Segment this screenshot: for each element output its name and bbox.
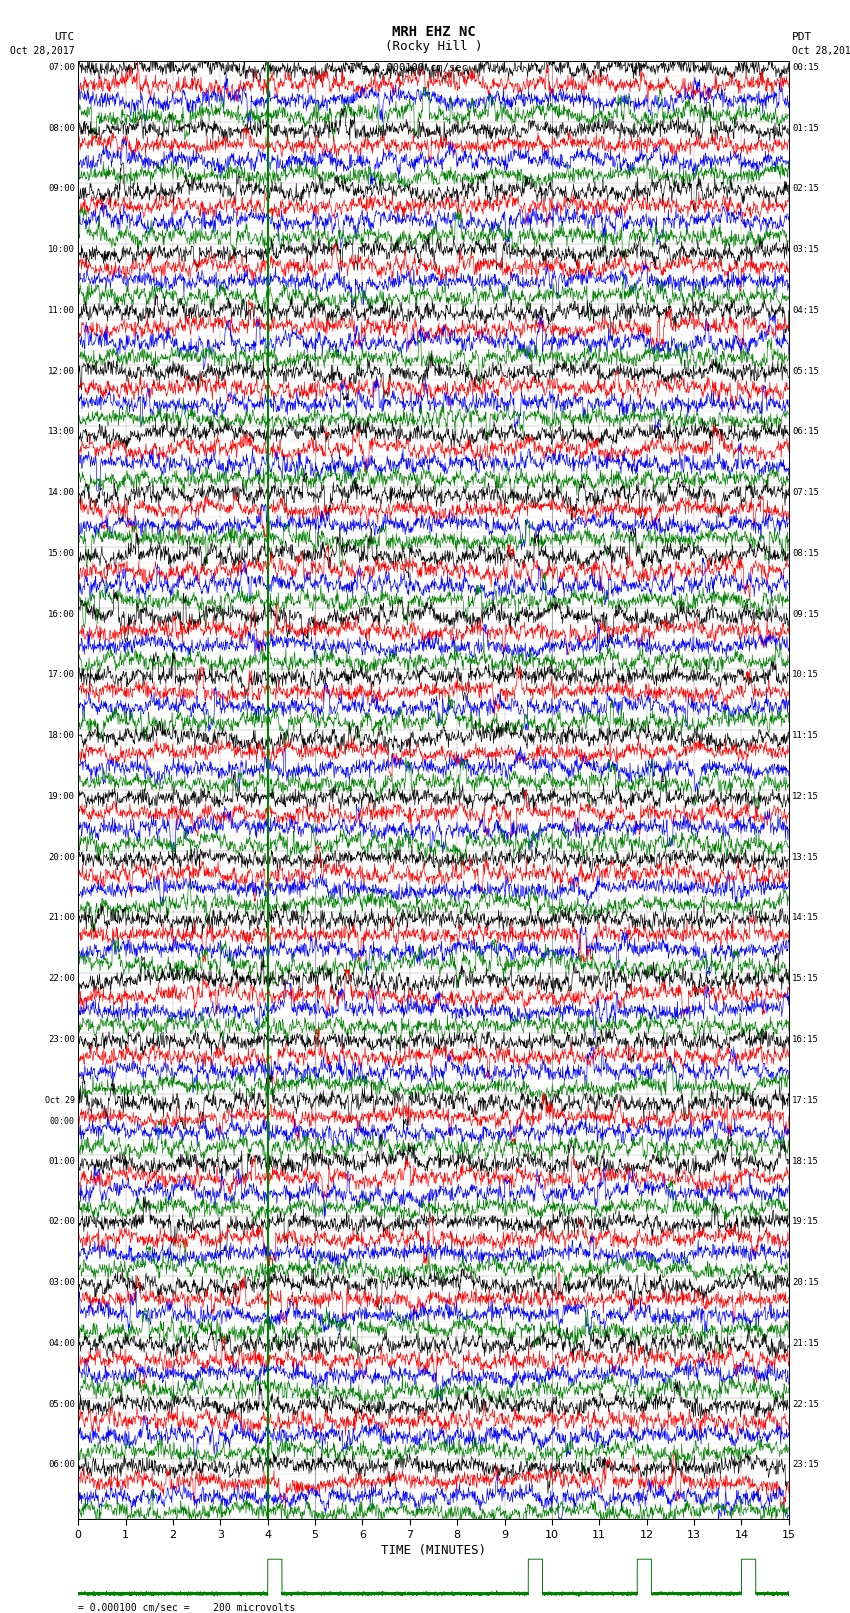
Text: 07:15: 07:15 [792,489,819,497]
Text: 10:15: 10:15 [792,671,819,679]
Text: 13:15: 13:15 [792,853,819,861]
Text: 19:00: 19:00 [48,792,75,802]
Text: Oct 28,2017: Oct 28,2017 [792,47,850,56]
Text: 17:00: 17:00 [48,671,75,679]
Text: 08:00: 08:00 [48,124,75,132]
X-axis label: TIME (MINUTES): TIME (MINUTES) [381,1544,486,1557]
Text: 07:00: 07:00 [48,63,75,73]
Text: 00:00: 00:00 [50,1118,75,1126]
Text: UTC: UTC [54,32,75,42]
Text: 18:00: 18:00 [48,731,75,740]
Text: 03:15: 03:15 [792,245,819,255]
Text: 20:15: 20:15 [792,1277,819,1287]
Text: 23:00: 23:00 [48,1036,75,1044]
Text: 06:00: 06:00 [48,1460,75,1469]
Text: 19:15: 19:15 [792,1218,819,1226]
Text: 01:15: 01:15 [792,124,819,132]
Text: 04:00: 04:00 [48,1339,75,1348]
Text: 02:15: 02:15 [792,184,819,194]
Text: 10:00: 10:00 [48,245,75,255]
Text: 09:00: 09:00 [48,184,75,194]
Text: 04:15: 04:15 [792,306,819,315]
Text: 21:15: 21:15 [792,1339,819,1348]
Text: (Rocky Hill ): (Rocky Hill ) [385,40,482,53]
Text: MRH EHZ NC: MRH EHZ NC [392,24,475,39]
Text: 02:00: 02:00 [48,1218,75,1226]
Text: 11:15: 11:15 [792,731,819,740]
Text: 18:15: 18:15 [792,1157,819,1166]
Text: 05:15: 05:15 [792,366,819,376]
Text: 06:15: 06:15 [792,427,819,437]
Text: 00:15: 00:15 [792,63,819,73]
Text: 03:00: 03:00 [48,1277,75,1287]
Text: 05:00: 05:00 [48,1400,75,1408]
Text: Oct 28,2017: Oct 28,2017 [10,47,75,56]
Text: 01:00: 01:00 [48,1157,75,1166]
Text: 23:15: 23:15 [792,1460,819,1469]
Text: 20:00: 20:00 [48,853,75,861]
Text: I = 0.000100 cm/sec: I = 0.000100 cm/sec [348,63,468,73]
Text: PDT: PDT [792,32,813,42]
Text: 09:15: 09:15 [792,610,819,619]
Text: 21:00: 21:00 [48,913,75,923]
Text: 08:15: 08:15 [792,548,819,558]
Text: 16:00: 16:00 [48,610,75,619]
Text: 17:15: 17:15 [792,1095,819,1105]
Text: 12:15: 12:15 [792,792,819,802]
Text: 14:00: 14:00 [48,489,75,497]
Text: 22:15: 22:15 [792,1400,819,1408]
Text: 15:15: 15:15 [792,974,819,984]
Text: 16:15: 16:15 [792,1036,819,1044]
Text: 22:00: 22:00 [48,974,75,984]
Text: = 0.000100 cm/sec =    200 microvolts: = 0.000100 cm/sec = 200 microvolts [78,1603,296,1613]
Text: Oct 29: Oct 29 [45,1095,75,1105]
Text: 14:15: 14:15 [792,913,819,923]
Text: 15:00: 15:00 [48,548,75,558]
Text: 12:00: 12:00 [48,366,75,376]
Text: 11:00: 11:00 [48,306,75,315]
Text: 13:00: 13:00 [48,427,75,437]
